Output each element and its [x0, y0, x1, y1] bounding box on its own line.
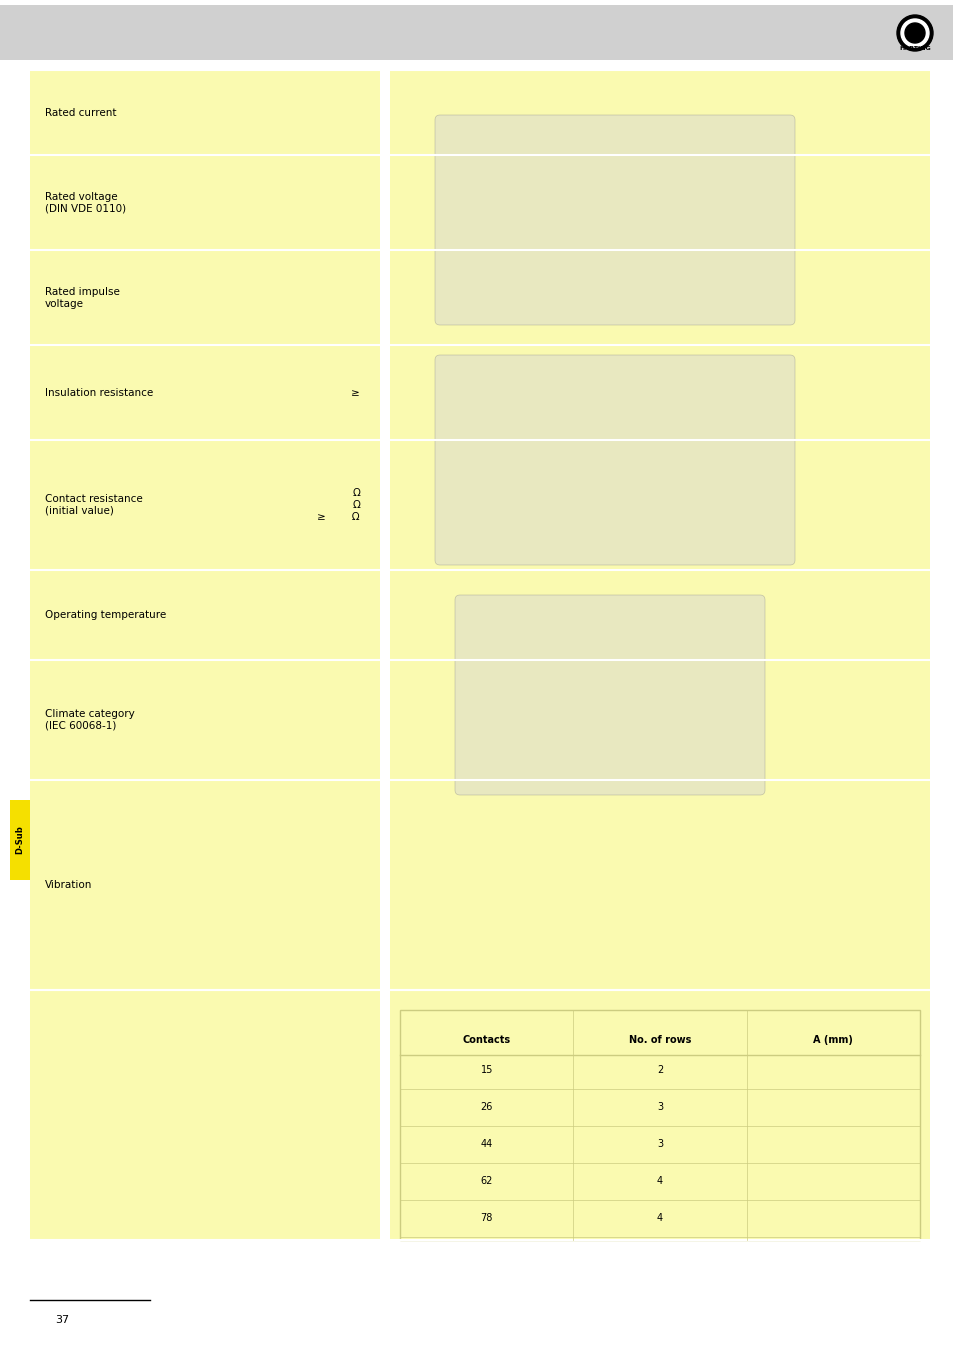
FancyBboxPatch shape [435, 115, 794, 325]
Text: 62: 62 [480, 1176, 493, 1187]
Text: 4: 4 [657, 1176, 662, 1187]
Text: No. of rows: No. of rows [628, 1035, 691, 1045]
Circle shape [896, 15, 932, 51]
Polygon shape [390, 70, 929, 1241]
Text: 3: 3 [657, 1139, 662, 1149]
Text: 3: 3 [657, 1102, 662, 1112]
FancyBboxPatch shape [390, 70, 929, 1241]
Text: 37: 37 [55, 1315, 69, 1324]
Text: 2: 2 [657, 1065, 662, 1075]
Circle shape [900, 19, 928, 47]
Text: D-Sub: D-Sub [15, 826, 25, 855]
Text: A (mm): A (mm) [813, 1035, 852, 1045]
FancyBboxPatch shape [399, 1010, 919, 1241]
Text: 4: 4 [657, 1214, 662, 1223]
Text: 44: 44 [480, 1139, 493, 1149]
Text: Rated current: Rated current [45, 108, 116, 117]
FancyBboxPatch shape [10, 801, 30, 880]
Text: Rated impulse
voltage: Rated impulse voltage [45, 288, 120, 309]
Text: Climate category
(IEC 60068-1): Climate category (IEC 60068-1) [45, 709, 134, 730]
Text: Rated voltage
(DIN VDE 0110): Rated voltage (DIN VDE 0110) [45, 192, 126, 213]
Text: Vibration: Vibration [45, 880, 92, 890]
Circle shape [904, 23, 924, 43]
FancyBboxPatch shape [0, 5, 953, 59]
Text: ≥: ≥ [351, 387, 359, 398]
FancyBboxPatch shape [455, 595, 764, 795]
Text: HARTING: HARTING [898, 46, 930, 50]
Polygon shape [30, 70, 379, 1241]
Text: Operating temperature: Operating temperature [45, 610, 166, 620]
Text: Contact resistance
(initial value): Contact resistance (initial value) [45, 494, 143, 516]
FancyBboxPatch shape [30, 70, 379, 1241]
Text: Ω
Ω
≥        Ω: Ω Ω ≥ Ω [317, 489, 359, 521]
Text: Insulation resistance: Insulation resistance [45, 387, 153, 398]
FancyBboxPatch shape [435, 355, 794, 566]
Text: Contacts: Contacts [462, 1035, 510, 1045]
Text: 26: 26 [480, 1102, 493, 1112]
Text: 78: 78 [480, 1214, 493, 1223]
Text: 15: 15 [480, 1065, 493, 1075]
